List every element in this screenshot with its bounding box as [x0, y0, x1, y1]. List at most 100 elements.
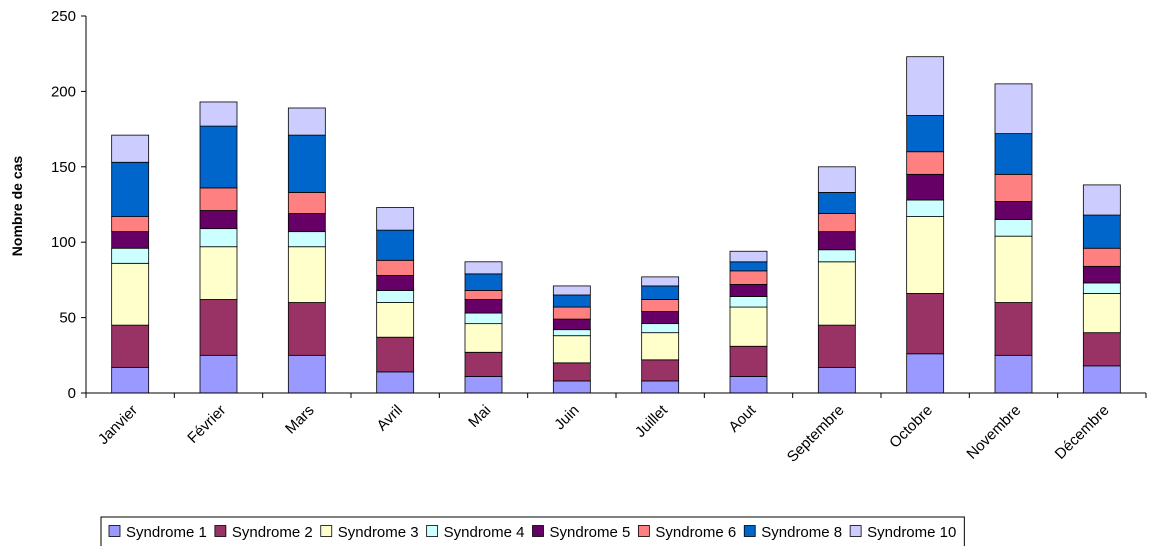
- bar-segment-8-series-3: [729, 306, 768, 347]
- bar-segment-12-series-3: [1082, 293, 1121, 334]
- bar-segment-4-series-8: [376, 207, 415, 231]
- bar-segment-12-series-6: [1082, 247, 1121, 267]
- y-axis-label: Nombre de cas: [9, 156, 25, 257]
- bar-segment-7-series-3: [641, 332, 680, 361]
- bar-segment-9-series-6: [817, 213, 856, 233]
- bar-segment-4-series-1: [376, 371, 415, 394]
- bar-segment-1-series-8: [111, 134, 150, 163]
- y-tick-label: 0: [68, 385, 76, 402]
- bar-segment-8-series-8: [729, 250, 768, 263]
- bar-segment-10-series-6: [906, 151, 945, 175]
- bar-segment-11-series-6: [994, 173, 1033, 202]
- x-tick-label: Décembre: [1052, 402, 1113, 463]
- bar-segment-11-series-1: [994, 354, 1033, 394]
- legend-swatch-5: [532, 525, 544, 537]
- bar-segment-12-series-8: [1082, 184, 1121, 216]
- bar-segment-5-series-8: [464, 261, 503, 275]
- bar-segment-2-series-7: [199, 125, 238, 189]
- bar-segment-8-series-2: [729, 345, 768, 377]
- legend: Syndrome 1 Syndrome 2 Syndrome 3 Syndrome 4…: [100, 516, 965, 548]
- bar-segment-10-series-8: [906, 56, 945, 116]
- bar-segment-3-series-6: [287, 192, 326, 214]
- bar-segment-10-series-7: [906, 115, 945, 153]
- bar-segment-12-series-2: [1082, 332, 1121, 367]
- legend-swatch-2: [214, 525, 227, 537]
- bar-segment-5-series-2: [464, 351, 503, 377]
- bar-segment-10-series-1: [906, 353, 945, 394]
- bars-layer: [111, 56, 1121, 394]
- bar-segment-9-series-5: [817, 231, 856, 251]
- x-tick-label: Mars: [282, 402, 318, 438]
- bar-segment-8-series-7: [729, 261, 768, 272]
- bar-segment-6-series-7: [552, 294, 591, 308]
- bar-segment-4-series-5: [376, 274, 415, 291]
- bar-segment-1-series-5: [111, 231, 150, 249]
- legend-label-3: Syndrome 3: [338, 524, 419, 541]
- bar-segment-7-series-2: [641, 359, 680, 382]
- bar-segment-1-series-7: [111, 161, 150, 217]
- bar-segment-12-series-4: [1082, 282, 1121, 294]
- legend-label-4: Syndrome 4: [444, 524, 525, 541]
- bar-segment-7-series-4: [641, 323, 680, 334]
- bar-segment-12-series-1: [1082, 365, 1121, 394]
- bar-segment-11-series-4: [994, 219, 1033, 237]
- x-tick-label: Mai: [465, 402, 494, 431]
- legend-swatch-8: [849, 525, 862, 537]
- bar-segment-8-series-5: [729, 284, 768, 297]
- x-tick-label: Juin: [551, 402, 582, 433]
- x-tick-label: Avril: [374, 402, 406, 434]
- legend-swatch-4: [426, 525, 439, 537]
- bar-segment-5-series-6: [464, 290, 503, 300]
- bar-segment-5-series-3: [464, 323, 503, 353]
- bar-segment-2-series-1: [199, 354, 238, 394]
- x-tick-label: Novembre: [963, 402, 1024, 463]
- bar-segment-9-series-4: [817, 249, 856, 263]
- bar-segment-2-series-5: [199, 210, 238, 230]
- legend-label-7: Syndrome 8: [761, 524, 842, 541]
- y-tick-label: 250: [51, 8, 76, 25]
- bar-segment-6-series-6: [552, 306, 591, 320]
- bar-segment-2-series-8: [199, 101, 238, 127]
- bar-segment-12-series-7: [1082, 214, 1121, 249]
- bar-segment-3-series-2: [287, 302, 326, 356]
- bar-segment-8-series-1: [729, 376, 768, 394]
- bar-segment-11-series-7: [994, 133, 1033, 175]
- bar-segment-6-series-1: [552, 380, 591, 394]
- legend-label-1: Syndrome 1: [126, 524, 207, 541]
- bar-segment-11-series-8: [994, 83, 1033, 135]
- bar-segment-5-series-7: [464, 273, 503, 291]
- bar-segment-10-series-4: [906, 199, 945, 217]
- bar-segment-8-series-6: [729, 270, 768, 285]
- y-tick-label: 200: [51, 83, 76, 100]
- bar-segment-7-series-8: [641, 276, 680, 287]
- bar-segment-9-series-3: [817, 261, 856, 326]
- bar-segment-4-series-7: [376, 229, 415, 261]
- bar-segment-3-series-4: [287, 231, 326, 248]
- x-tick-label: Janvier: [95, 402, 141, 448]
- x-tick-label: Juillet: [632, 401, 672, 441]
- bar-segment-9-series-8: [817, 166, 856, 193]
- bar-segment-11-series-5: [994, 201, 1033, 220]
- bar-segment-1-series-4: [111, 247, 150, 264]
- bar-segment-2-series-2: [199, 299, 238, 356]
- bar-segment-3-series-7: [287, 134, 326, 193]
- bar-segment-10-series-5: [906, 173, 945, 201]
- bar-segment-10-series-2: [906, 293, 945, 355]
- x-tick-label: Septembre: [784, 402, 848, 466]
- bar-segment-1-series-3: [111, 262, 150, 326]
- bar-segment-4-series-4: [376, 290, 415, 303]
- bar-segment-6-series-2: [552, 362, 591, 382]
- bar-segment-6-series-8: [552, 285, 591, 296]
- bar-segment-9-series-7: [817, 192, 856, 214]
- bar-segment-10-series-3: [906, 216, 945, 294]
- bar-segment-4-series-2: [376, 336, 415, 373]
- bar-segment-5-series-1: [464, 376, 503, 394]
- bar-segment-6-series-3: [552, 335, 591, 364]
- x-tick-label: Octobre: [886, 402, 936, 452]
- legend-label-5: Syndrome 5: [550, 524, 631, 541]
- bar-segment-7-series-5: [641, 311, 680, 325]
- legend-swatch-7: [743, 525, 756, 537]
- bar-segment-1-series-1: [111, 366, 150, 394]
- bar-segment-9-series-2: [817, 324, 856, 368]
